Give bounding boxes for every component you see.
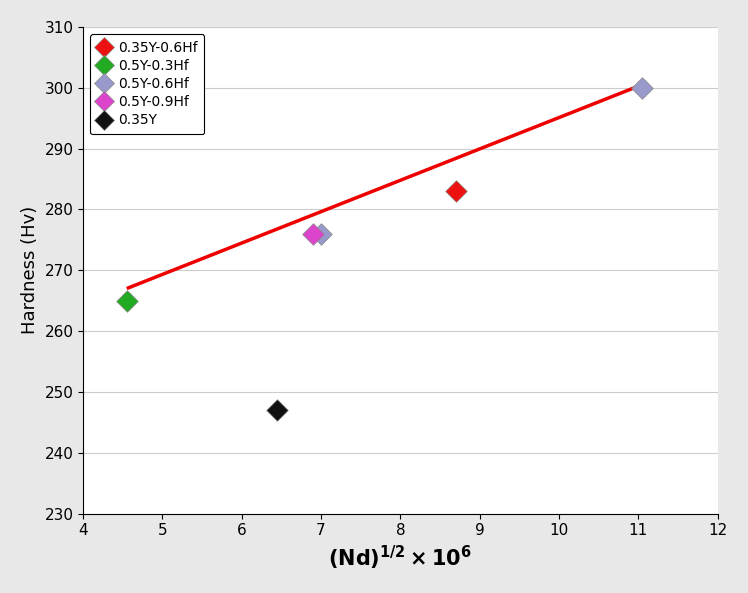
X-axis label: $\mathbf{(Nd)^{1/2} \times 10^{6}}$: $\mathbf{(Nd)^{1/2} \times 10^{6}}$ bbox=[328, 544, 472, 572]
Y-axis label: Hardness (Hv): Hardness (Hv) bbox=[21, 206, 39, 334]
0.35Y bbox=[272, 406, 283, 415]
0.5Y-0.9Hf bbox=[307, 229, 319, 238]
0.5Y-0.6Hf bbox=[315, 229, 327, 238]
0.35Y-0.6Hf bbox=[450, 186, 462, 196]
0.5Y-0.6Hf bbox=[637, 83, 649, 93]
0.5Y-0.3Hf bbox=[120, 296, 132, 305]
Legend: 0.35Y-0.6Hf, 0.5Y-0.3Hf, 0.5Y-0.6Hf, 0.5Y-0.9Hf, 0.35Y: 0.35Y-0.6Hf, 0.5Y-0.3Hf, 0.5Y-0.6Hf, 0.5… bbox=[90, 34, 204, 135]
